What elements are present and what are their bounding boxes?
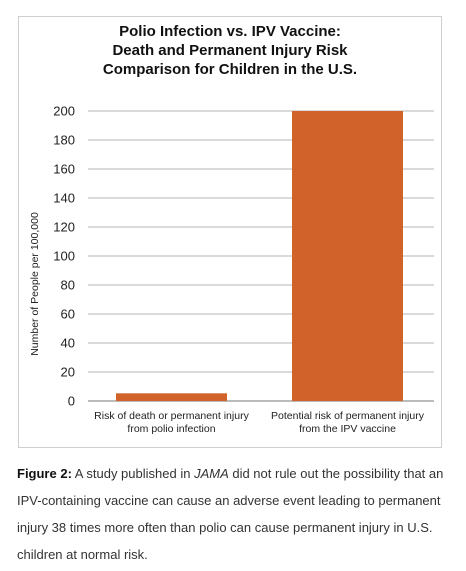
y-tick-label-100: 100 (53, 249, 75, 264)
bar-chart: 0 20 40 60 80 100 120 140 160 180 200 Number of Peo… (29, 104, 434, 435)
y-tick-label-200: 200 (53, 104, 75, 119)
caption-lead: Figure 2: (17, 466, 72, 481)
bar-1 (116, 393, 227, 401)
y-tick-label-60: 60 (61, 307, 75, 322)
chart-title-line-2: Death and Permanent Injury Risk (112, 42, 348, 59)
caption-text-before: A study published in (71, 466, 195, 481)
x-category-label-1-line-1: Risk of death or permanent injury (94, 410, 249, 422)
x-category-label-2-line-2: from the IPV vaccine (299, 423, 396, 435)
y-tick-label-120: 120 (53, 220, 75, 235)
y-tick-label-180: 180 (53, 133, 75, 148)
y-tick-label-160: 160 (53, 162, 75, 177)
caption-journal: JAMA (194, 466, 229, 481)
y-tick-label-40: 40 (61, 336, 75, 351)
bar-2 (292, 111, 403, 401)
y-tick-label-0: 0 (68, 394, 75, 409)
x-category-label-1-line-2: from polio infection (127, 423, 215, 435)
figure-caption: Figure 2: A study published in JAMA did … (17, 460, 453, 568)
y-tick-label-80: 80 (61, 278, 75, 293)
y-tick-label-20: 20 (61, 365, 75, 380)
y-axis-label: Number of People per 100,000 (29, 212, 41, 356)
caption-text-after: did not rule out the possibility that an… (17, 466, 444, 562)
chart-title: Polio Infection vs. IPV Vaccine: Death a… (18, 22, 442, 79)
chart-title-line-1: Polio Infection vs. IPV Vaccine: (119, 23, 341, 40)
chart-title-line-3: Comparison for Children in the U.S. (102, 61, 358, 78)
x-category-label-2-line-1: Potential risk of permanent injury (271, 410, 425, 422)
y-tick-label-140: 140 (53, 191, 75, 206)
